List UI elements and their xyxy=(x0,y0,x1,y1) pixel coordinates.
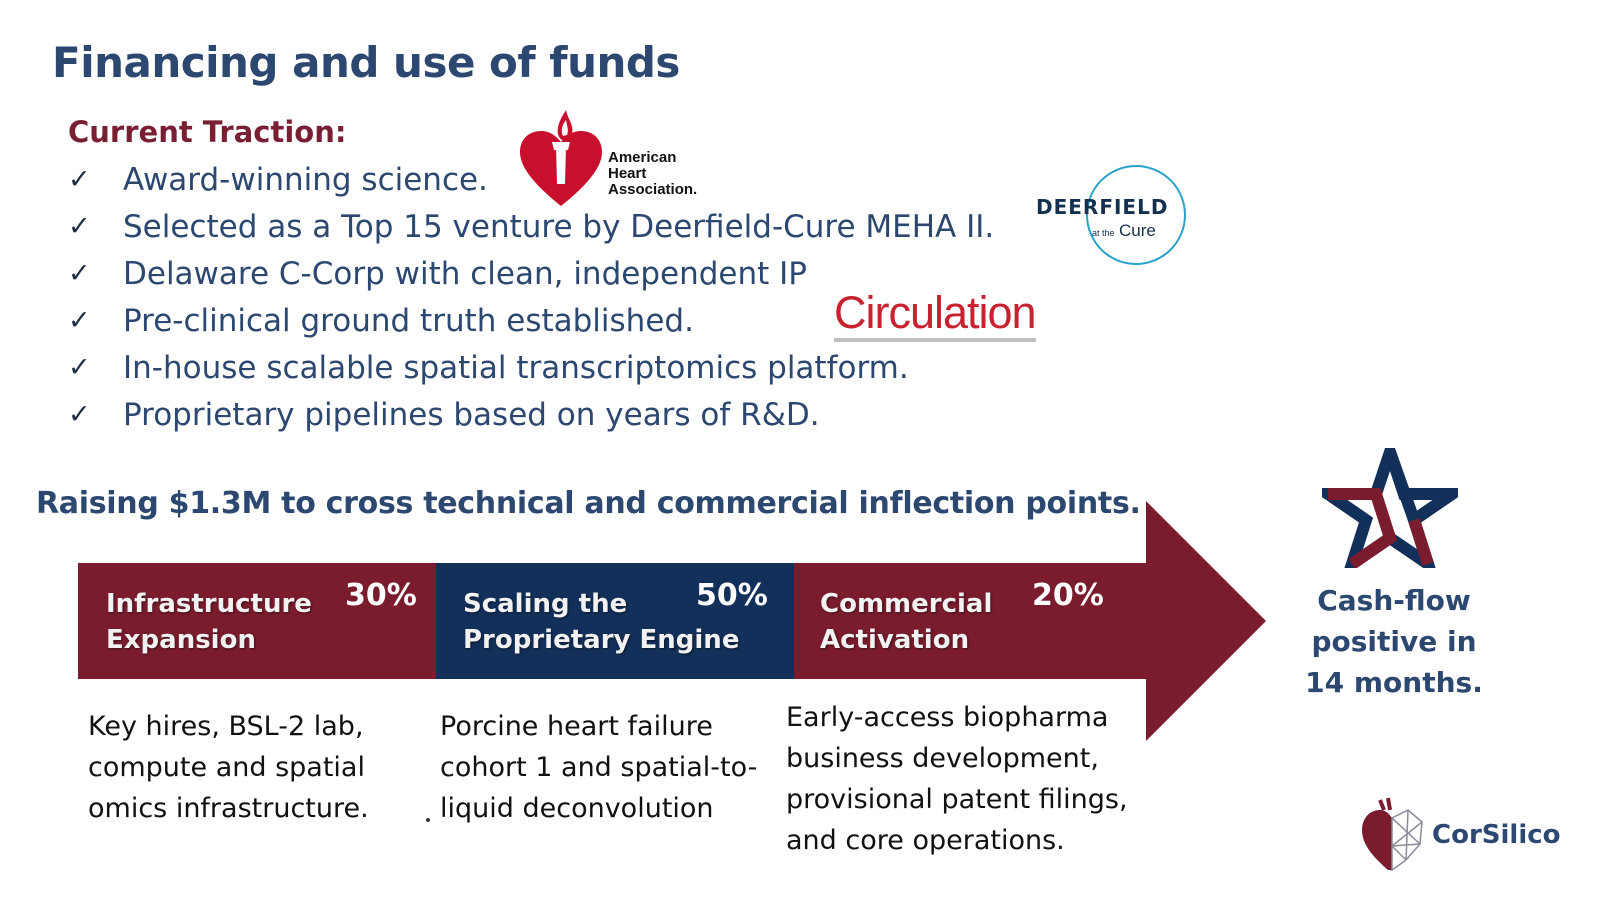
phase-percent: 20% xyxy=(1032,578,1104,613)
cashflow-statement: Cash-flow positive in 14 months. xyxy=(1305,584,1483,699)
check-icon: ✓ xyxy=(68,399,91,430)
deerfield-circle xyxy=(1086,165,1186,265)
stray-dot xyxy=(426,818,430,822)
check-icon: ✓ xyxy=(68,164,91,195)
aha-logo: American Heart Association. xyxy=(516,106,716,211)
traction-list: ✓ Award-winning science. ✓ Selected as a… xyxy=(68,156,994,438)
traction-item: ✓ Pre-clinical ground truth established. xyxy=(68,297,994,344)
phase-description: Porcine heart failure cohort 1 and spati… xyxy=(440,711,758,824)
heart-network-icon xyxy=(1362,797,1423,872)
traction-item-text: Pre-clinical ground truth established. xyxy=(123,302,694,339)
phase-segment-3 xyxy=(794,501,1266,741)
deerfield-logo: DEERFIELD at the Cure xyxy=(1036,165,1186,267)
phase-description: Key hires, BSL-2 lab, compute and spatia… xyxy=(88,711,369,824)
traction-item-text: In-house scalable spatial transcriptomic… xyxy=(123,349,909,386)
phase-label: Scaling the Proprietary Engine xyxy=(463,589,740,655)
aha-logo-text: Association. xyxy=(608,181,698,198)
corsilico-logo: CorSilico xyxy=(1358,796,1568,876)
check-icon: ✓ xyxy=(68,211,91,242)
circulation-logo: Circulation xyxy=(834,290,1037,342)
traction-item-text: Proprietary pipelines based on years of … xyxy=(123,396,820,433)
check-icon: ✓ xyxy=(68,352,91,383)
traction-item: ✓ In-house scalable spatial transcriptom… xyxy=(68,344,994,391)
deerfield-logo-text: DEERFIELD xyxy=(1036,195,1169,219)
phase-label: Infrastructure Expansion xyxy=(106,589,312,655)
traction-item-text: Award-winning science. xyxy=(123,161,488,198)
deerfield-sub-cure: Cure xyxy=(1118,221,1156,240)
check-icon: ✓ xyxy=(68,305,91,336)
traction-item: ✓ Delaware C-Corp with clean, independen… xyxy=(68,250,994,297)
raising-statement: Raising $1.3M to cross technical and com… xyxy=(36,486,1141,521)
traction-item-text: Delaware C-Corp with clean, independent … xyxy=(123,255,807,292)
corsilico-logo-text: CorSilico xyxy=(1432,820,1561,850)
heart-torch-icon xyxy=(520,110,602,206)
aha-logo-text: Heart xyxy=(608,165,647,182)
phase-description: Early-access biopharma business developm… xyxy=(786,702,1128,856)
check-icon: ✓ xyxy=(68,258,91,289)
page-title: Financing and use of funds xyxy=(52,38,680,87)
traction-heading: Current Traction: xyxy=(68,115,347,149)
phase-percent: 50% xyxy=(696,578,768,613)
deerfield-sub-small: at the xyxy=(1092,228,1115,238)
traction-item: ✓ Selected as a Top 15 venture by Deerfi… xyxy=(68,203,994,250)
traction-item: ✓ Award-winning science. xyxy=(68,156,994,203)
phase-label: Commercial Activation xyxy=(820,589,993,655)
phase-segment-2 xyxy=(436,563,794,679)
traction-item: ✓ Proprietary pipelines based on years o… xyxy=(68,391,994,438)
traction-item-text: Selected as a Top 15 venture by Deerfiel… xyxy=(123,208,995,245)
phase-segment-1 xyxy=(78,563,436,679)
star-icon xyxy=(1322,448,1458,568)
phase-percent: 30% xyxy=(345,578,417,613)
aha-logo-text: American xyxy=(608,149,677,166)
